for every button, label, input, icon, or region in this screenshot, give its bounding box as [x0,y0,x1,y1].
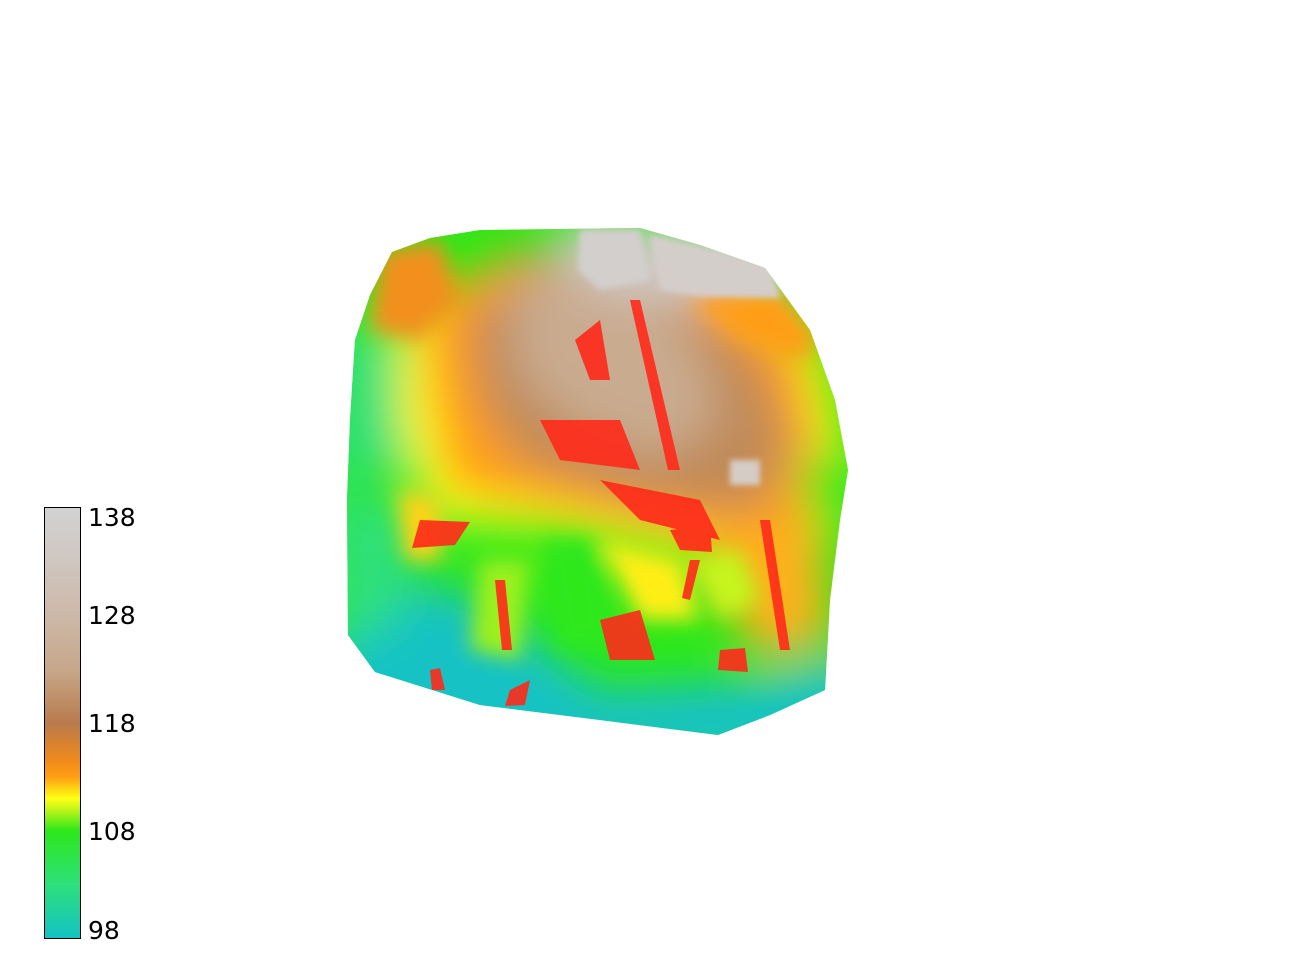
legend-tick-min: 98 [88,916,120,945]
colorbar [44,507,81,939]
legend-tick-max: 138 [88,503,136,532]
legend-tick-108: 108 [88,817,136,846]
elevation-surface [347,228,848,735]
legend-tick-118: 118 [88,709,136,738]
legend-tick-128: 128 [88,601,136,630]
highlight-streaks [412,300,790,706]
